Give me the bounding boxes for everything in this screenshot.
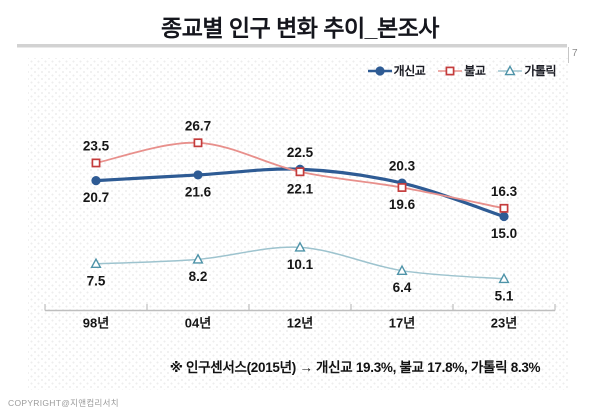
census-annotation: ※ 인구센서스(2015년) → 개신교 19.3%, 불교 17.8%, 가톨… [169, 360, 541, 375]
data-label-catholic-3: 6.4 [393, 280, 412, 295]
legend: 개신교 불교 가톨릭 [367, 62, 556, 79]
data-point-protestant-1 [193, 170, 203, 180]
data-label-buddhist-2: 22.1 [287, 181, 314, 196]
data-label-buddhist-0: 23.5 [83, 139, 110, 154]
legend-item-buddhist: 불교 [438, 62, 486, 79]
data-label-protestant-1: 21.6 [185, 184, 212, 199]
data-point-catholic-0 [90, 257, 102, 269]
data-label-protestant-0: 20.7 [83, 190, 109, 205]
data-point-catholic-4 [498, 272, 510, 284]
copyright-text: COPYRIGHT@지앤컴리서치 [8, 398, 119, 408]
data-point-buddhist-4 [499, 203, 509, 213]
data-point-protestant-4 [499, 211, 509, 222]
dotted-background-texture [28, 58, 569, 390]
data-label-buddhist-3: 19.6 [389, 197, 416, 212]
data-label-catholic-4: 5.1 [495, 288, 514, 303]
data-label-catholic-0: 7.5 [87, 273, 106, 288]
legend-triangle-open-icon [498, 64, 523, 75]
x-axis-label-1: 04년 [185, 315, 211, 330]
legend-marker-protestant [375, 65, 385, 76]
data-label-catholic-1: 8.2 [189, 269, 208, 284]
data-point-buddhist-1 [193, 138, 203, 148]
data-point-protestant-0 [91, 175, 101, 186]
legend-label: 가톨릭 [524, 64, 556, 78]
data-point-buddhist-3 [397, 183, 407, 192]
data-label-protestant-3: 20.3 [389, 159, 416, 174]
x-axis-label-0: 98년 [83, 315, 109, 330]
x-axis-label-3: 17년 [389, 315, 415, 330]
legend-item-catholic: 가톨릭 [498, 62, 556, 79]
data-label-protestant-2: 22.5 [287, 145, 314, 160]
data-label-buddhist-1: 26.7 [185, 118, 211, 133]
data-point-catholic-3 [396, 264, 408, 275]
data-point-catholic-1 [192, 253, 204, 264]
x-axis-label-4: 23년 [491, 315, 517, 330]
page-number-divider [568, 47, 569, 63]
legend-circle-filled-icon [367, 65, 392, 76]
data-point-buddhist-0 [91, 158, 101, 168]
data-label-buddhist-4: 16.3 [491, 184, 518, 199]
data-point-buddhist-2 [295, 167, 305, 177]
legend-square-open-icon [438, 66, 463, 75]
legend-label: 불교 [464, 64, 486, 78]
page-title: 종교별 인구 변화 추이_본조사 [161, 15, 439, 41]
legend-marker-catholic [504, 64, 516, 75]
data-point-catholic-2 [294, 241, 306, 252]
x-axis-label-2: 12년 [287, 315, 313, 330]
legend-label: 개신교 [393, 64, 426, 78]
legend-marker-buddhist [445, 66, 455, 75]
legend-item-protestant: 개신교 [367, 62, 426, 79]
data-label-protestant-4: 15.0 [491, 226, 517, 241]
title-divider [17, 44, 567, 48]
page-number: 7 [572, 48, 578, 59]
data-label-catholic-2: 10.1 [287, 257, 314, 272]
